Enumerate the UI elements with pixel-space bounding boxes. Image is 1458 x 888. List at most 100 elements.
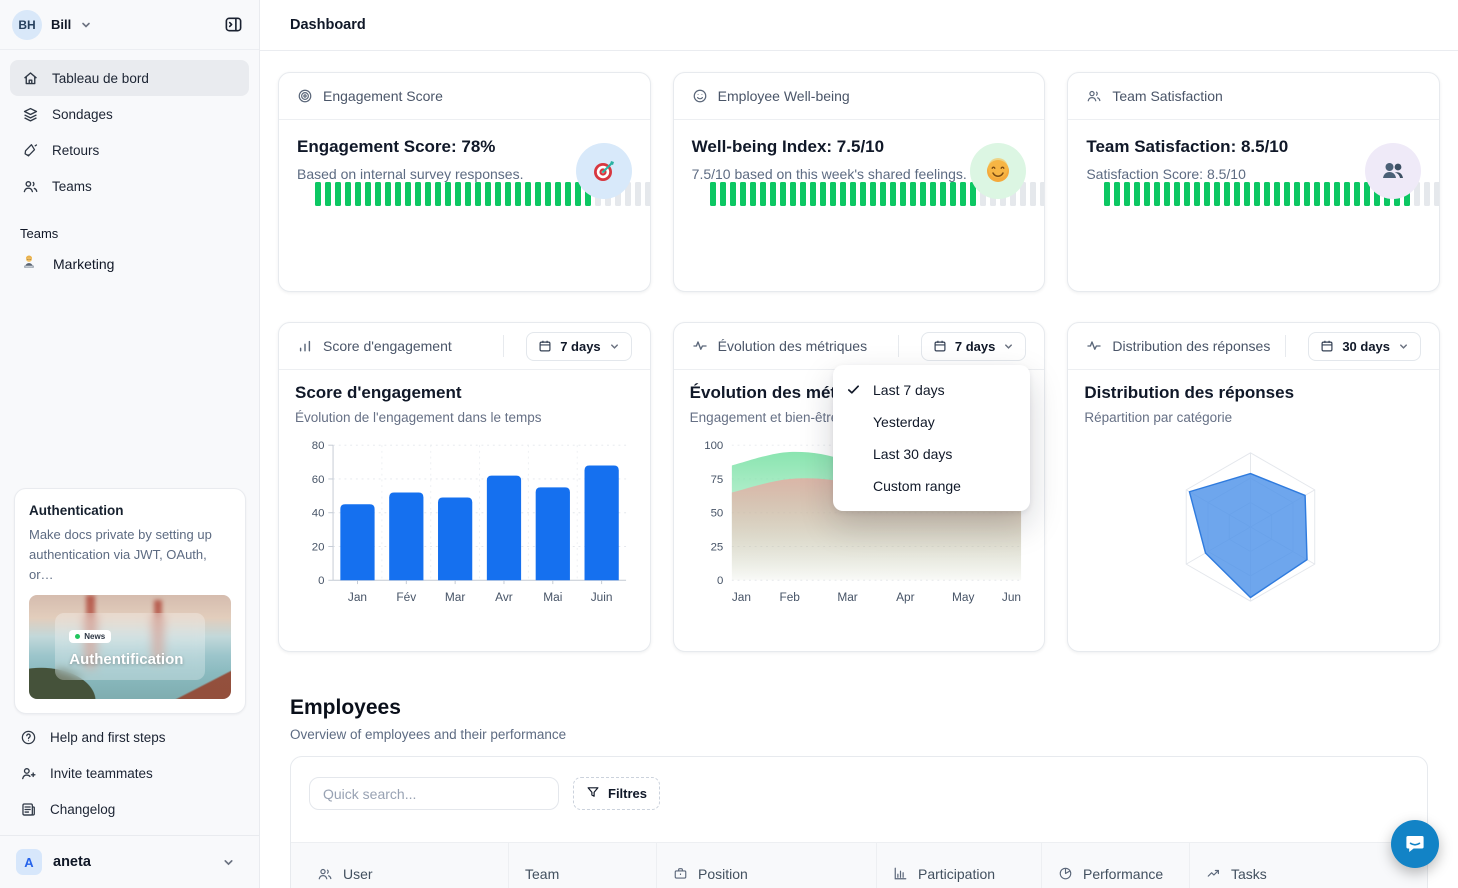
chevron-down-icon xyxy=(1398,341,1409,352)
table-toolbar: Filtres xyxy=(291,757,1427,842)
progress-segment xyxy=(405,182,411,206)
column-header-position[interactable]: Position xyxy=(656,843,876,888)
progress-segment xyxy=(769,182,776,206)
promo-image: News Authentification xyxy=(29,595,231,700)
column-header-user[interactable]: User xyxy=(291,843,508,888)
promo-title: Authentication xyxy=(29,503,124,518)
progress-segment xyxy=(959,182,966,206)
sidebar-item-label: Invite teammates xyxy=(50,765,153,781)
card-body: Well-being Index: 7.5/10 7.5/10 based on… xyxy=(674,120,1045,291)
progress-segment xyxy=(929,182,936,206)
activity-icon xyxy=(1086,338,1102,354)
range-selector-button[interactable]: 7 days xyxy=(920,331,1027,361)
calendar-icon xyxy=(538,339,552,353)
sidebar: BH Bill Tableau de bord Sondages Retours xyxy=(0,0,260,888)
stat-title: Well-being Index: 7.5/10 xyxy=(691,137,885,156)
card-header: Score d'engagement 7 days xyxy=(279,323,650,370)
engagement-chart-card: Score d'engagement 7 days Score d'engage… xyxy=(278,322,651,652)
sidebar-item-changelog[interactable]: Changelog xyxy=(10,791,249,827)
column-header-performance[interactable]: Performance xyxy=(1041,843,1189,888)
promo-description: Make docs private by setting up authenti… xyxy=(29,527,212,583)
column-header-tasks[interactable]: Tasks xyxy=(1189,843,1427,888)
chat-launcher-button[interactable] xyxy=(1391,820,1439,868)
menu-item-yesterday[interactable]: Yesterday xyxy=(873,414,935,430)
activity-icon xyxy=(692,338,708,354)
chevron-down-icon xyxy=(609,341,620,352)
table-header-row: User Team Position Participation xyxy=(291,842,1427,888)
column-header-team[interactable]: Team xyxy=(508,843,656,888)
chart-title: Distribution des réponses xyxy=(1084,383,1295,402)
calendar-icon xyxy=(933,339,947,353)
progress-segment xyxy=(869,182,876,206)
stat-title: Engagement Score: 78% xyxy=(297,137,496,156)
card-body: Distribution des réponses Répartition pa… xyxy=(1068,370,1439,627)
range-selector-button[interactable]: 7 days xyxy=(526,331,632,361)
filters-button[interactable]: Filtres xyxy=(573,777,661,810)
stat-subtitle: Based on internal survey responses. xyxy=(297,166,524,182)
sidebar-item-teams[interactable]: Teams xyxy=(10,168,249,204)
card-header: Distribution des réponses 30 days xyxy=(1068,323,1440,370)
progress-segment xyxy=(819,182,826,206)
sidebar-item-help[interactable]: Help and first steps xyxy=(10,719,249,755)
column-header-participation[interactable]: Participation xyxy=(876,843,1041,888)
card-body: Team Satisfaction: 8.5/10 Satisfaction S… xyxy=(1068,120,1440,291)
progress-segment xyxy=(435,182,441,206)
progress-segment xyxy=(1164,182,1171,206)
progress-segment xyxy=(1244,182,1251,206)
progress-segment xyxy=(505,182,511,206)
sidebar-collapse-button[interactable] xyxy=(219,11,247,39)
account-switcher[interactable]: A aneta xyxy=(0,836,259,888)
card-header: Engagement Score xyxy=(279,73,650,120)
team-satisfaction-card: Team Satisfaction Team Satisfaction: 8.5… xyxy=(1067,72,1441,292)
progress-segment xyxy=(969,182,976,206)
progress-segment xyxy=(365,182,371,206)
svg-text:75: 75 xyxy=(710,474,723,486)
svg-text:May: May xyxy=(952,590,974,604)
authentication-promo-card[interactable]: Authentication Make docs private by sett… xyxy=(14,488,246,715)
progress-segment xyxy=(425,182,431,206)
progress-segment xyxy=(1254,182,1261,206)
progress-segment xyxy=(315,182,321,206)
page-header: Dashboard xyxy=(260,0,1458,51)
progress-segment xyxy=(939,182,946,206)
range-selector-button[interactable]: 30 days xyxy=(1308,331,1422,361)
sidebar-item-sondages[interactable]: Sondages xyxy=(10,96,249,132)
svg-text:Jan: Jan xyxy=(732,590,751,604)
sidebar-item-label: Changelog xyxy=(50,801,116,817)
users-icon xyxy=(22,178,39,195)
progress-segment xyxy=(1194,182,1201,206)
panel-collapse-icon xyxy=(225,17,241,32)
workspace-switcher[interactable]: BH Bill xyxy=(0,0,259,50)
menu-item-custom-range[interactable]: Custom range xyxy=(873,478,961,494)
progress-segment xyxy=(1134,182,1141,206)
busts-emoji xyxy=(1365,143,1422,199)
progress-segment xyxy=(325,182,331,206)
progress-segment xyxy=(1294,182,1301,206)
progress-segment xyxy=(525,182,531,206)
sidebar-item-label: Help and first steps xyxy=(50,729,166,745)
menu-item-last-7-days[interactable]: Last 7 days xyxy=(833,374,1030,406)
menu-item-last-30-days[interactable]: Last 30 days xyxy=(873,446,953,462)
chevron-down-icon xyxy=(80,19,92,31)
progress-segment xyxy=(1154,182,1161,206)
search-input[interactable] xyxy=(309,777,559,810)
sidebar-item-tableau-de-bord[interactable]: Tableau de bord xyxy=(10,60,249,96)
sidebar-item-marketing[interactable]: Marketing xyxy=(0,243,259,284)
card-header: Évolution des métriques 7 days xyxy=(673,323,1045,370)
news-dot-icon xyxy=(75,634,81,640)
progress-segment xyxy=(919,182,926,206)
progress-segment xyxy=(1434,182,1440,206)
progress-segment xyxy=(575,182,581,206)
chart-title: Score d'engagement xyxy=(295,383,462,402)
sidebar-item-invite[interactable]: Invite teammates xyxy=(10,755,249,791)
progress-segment xyxy=(1304,182,1311,206)
progress-segment xyxy=(759,182,766,206)
card-header-label: Employee Well-being xyxy=(717,88,850,104)
chevron-down-icon xyxy=(222,856,235,869)
progress-segment xyxy=(1184,182,1191,206)
progress-segment xyxy=(719,182,726,206)
employees-title: Employees xyxy=(290,696,401,719)
svg-text:20: 20 xyxy=(312,541,325,553)
sidebar-item-retours[interactable]: Retours xyxy=(10,132,249,168)
progress-segment xyxy=(839,182,846,206)
